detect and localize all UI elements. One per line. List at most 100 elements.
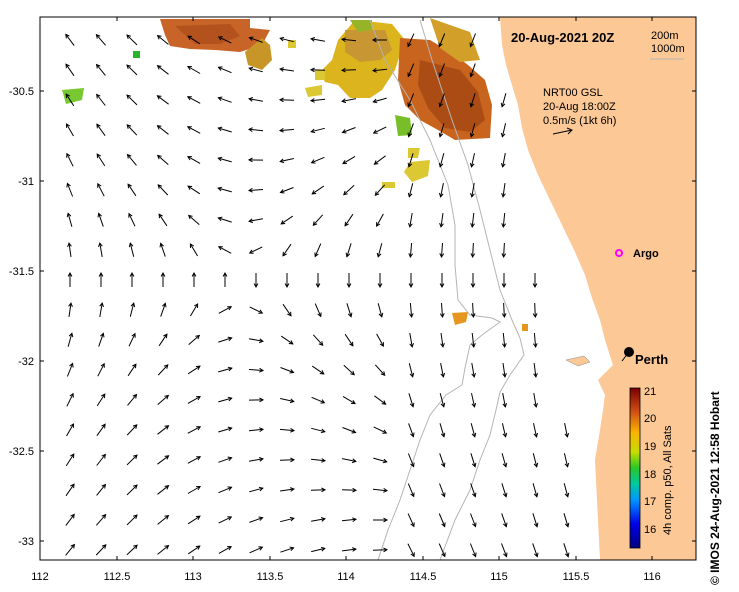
current-vector-head <box>96 123 101 129</box>
current-vector <box>471 212 475 228</box>
current-vector-head <box>371 37 377 43</box>
current-vector-head <box>469 132 475 138</box>
current-vector-head <box>500 132 506 138</box>
current-vector-head <box>438 72 443 78</box>
current-vector <box>280 367 294 373</box>
current-vector <box>187 156 201 164</box>
current-vector <box>439 153 445 167</box>
current-vector-head <box>407 192 413 198</box>
current-vector <box>439 423 445 437</box>
current-vector-head <box>158 213 163 219</box>
current-vector-head <box>157 184 163 189</box>
current-vector-head <box>533 373 538 378</box>
current-vector <box>187 365 201 375</box>
current-vector-head <box>501 343 507 349</box>
current-vector-head <box>101 544 107 549</box>
current-vector-head <box>126 34 132 40</box>
rottnest-island <box>565 355 591 367</box>
current-vector-head <box>195 515 201 520</box>
current-vector <box>218 157 232 163</box>
current-vector-head <box>440 402 446 408</box>
current-vector-head <box>186 126 192 131</box>
current-vector <box>377 243 383 257</box>
current-vector <box>188 335 200 345</box>
current-vector-head <box>311 190 317 195</box>
current-vector-head <box>132 363 137 369</box>
current-vector-head <box>164 544 170 550</box>
current-vector <box>373 97 387 103</box>
current-vector-head <box>344 221 349 227</box>
current-vector <box>187 426 201 434</box>
current-vector-head <box>469 72 475 78</box>
current-source-line2: 20-Aug 18:00Z <box>543 101 616 113</box>
current-source-line1: NRT00 GSL <box>543 87 603 99</box>
sst-patches <box>62 18 528 331</box>
current-vector <box>374 184 386 196</box>
current-vector-head <box>101 453 106 459</box>
current-vector <box>376 213 384 227</box>
current-vector <box>501 423 507 437</box>
current-vector-head <box>156 125 162 130</box>
current-vector <box>126 424 138 436</box>
current-vector <box>374 364 386 376</box>
current-vector <box>532 513 538 527</box>
land-mass <box>500 17 696 560</box>
current-vector <box>187 396 201 404</box>
current-vector <box>67 333 73 347</box>
current-vector-head <box>347 312 353 318</box>
current-vector <box>563 483 569 497</box>
current-vector <box>96 484 106 496</box>
current-vector <box>470 33 476 47</box>
current-source-line3: 0.5m/s (1kt 6h) <box>543 115 616 127</box>
sst-patch <box>522 324 528 331</box>
current-vector-head <box>440 372 446 378</box>
current-vector <box>66 123 74 137</box>
current-vector <box>157 95 169 105</box>
current-vector <box>279 428 295 432</box>
current-vector-head <box>533 522 539 528</box>
current-vector-head <box>564 432 570 438</box>
sst-patch <box>133 51 140 58</box>
current-vector <box>342 395 356 405</box>
current-vector-head <box>312 221 318 226</box>
current-vector-head <box>409 342 414 348</box>
current-vector-head <box>343 190 348 196</box>
current-vector-head <box>227 336 233 342</box>
current-vector <box>249 67 263 73</box>
current-vector <box>65 63 75 77</box>
current-vector-head <box>439 283 445 289</box>
current-scale-arrow <box>552 127 573 135</box>
current-vector <box>440 363 444 377</box>
current-vector <box>99 303 103 317</box>
sst-patch <box>245 38 272 70</box>
current-vector <box>96 64 106 76</box>
current-vector <box>372 549 388 551</box>
imos-credit: © IMOS 24-Aug-2021 12:58 Hobart <box>708 391 722 585</box>
current-vector <box>68 303 72 317</box>
current-vector <box>189 303 199 317</box>
current-vector-head <box>289 398 295 404</box>
current-vector-head <box>258 546 264 551</box>
colorbar-tick: 19 <box>644 441 656 453</box>
current-vector <box>533 332 537 348</box>
current-vector <box>311 427 325 433</box>
lat-tick-label: -30.5 <box>9 86 34 98</box>
current-vector-head <box>186 96 192 101</box>
current-vector-head <box>407 42 412 48</box>
current-vector <box>409 302 413 318</box>
current-vector-head <box>156 95 162 100</box>
current-vector <box>314 303 322 317</box>
current-vector-head <box>440 343 445 348</box>
current-vector-head <box>287 311 292 317</box>
current-vector <box>407 513 415 527</box>
current-vector-head <box>472 522 477 528</box>
current-vector <box>502 212 506 228</box>
current-vector-head <box>383 487 389 493</box>
current-vector <box>407 453 415 467</box>
current-vector <box>127 183 137 197</box>
current-vector-head <box>65 33 70 39</box>
current-vector-head <box>372 129 378 134</box>
current-vector-head <box>341 129 347 134</box>
current-vector-head <box>377 283 383 289</box>
current-vector-head <box>187 214 193 220</box>
